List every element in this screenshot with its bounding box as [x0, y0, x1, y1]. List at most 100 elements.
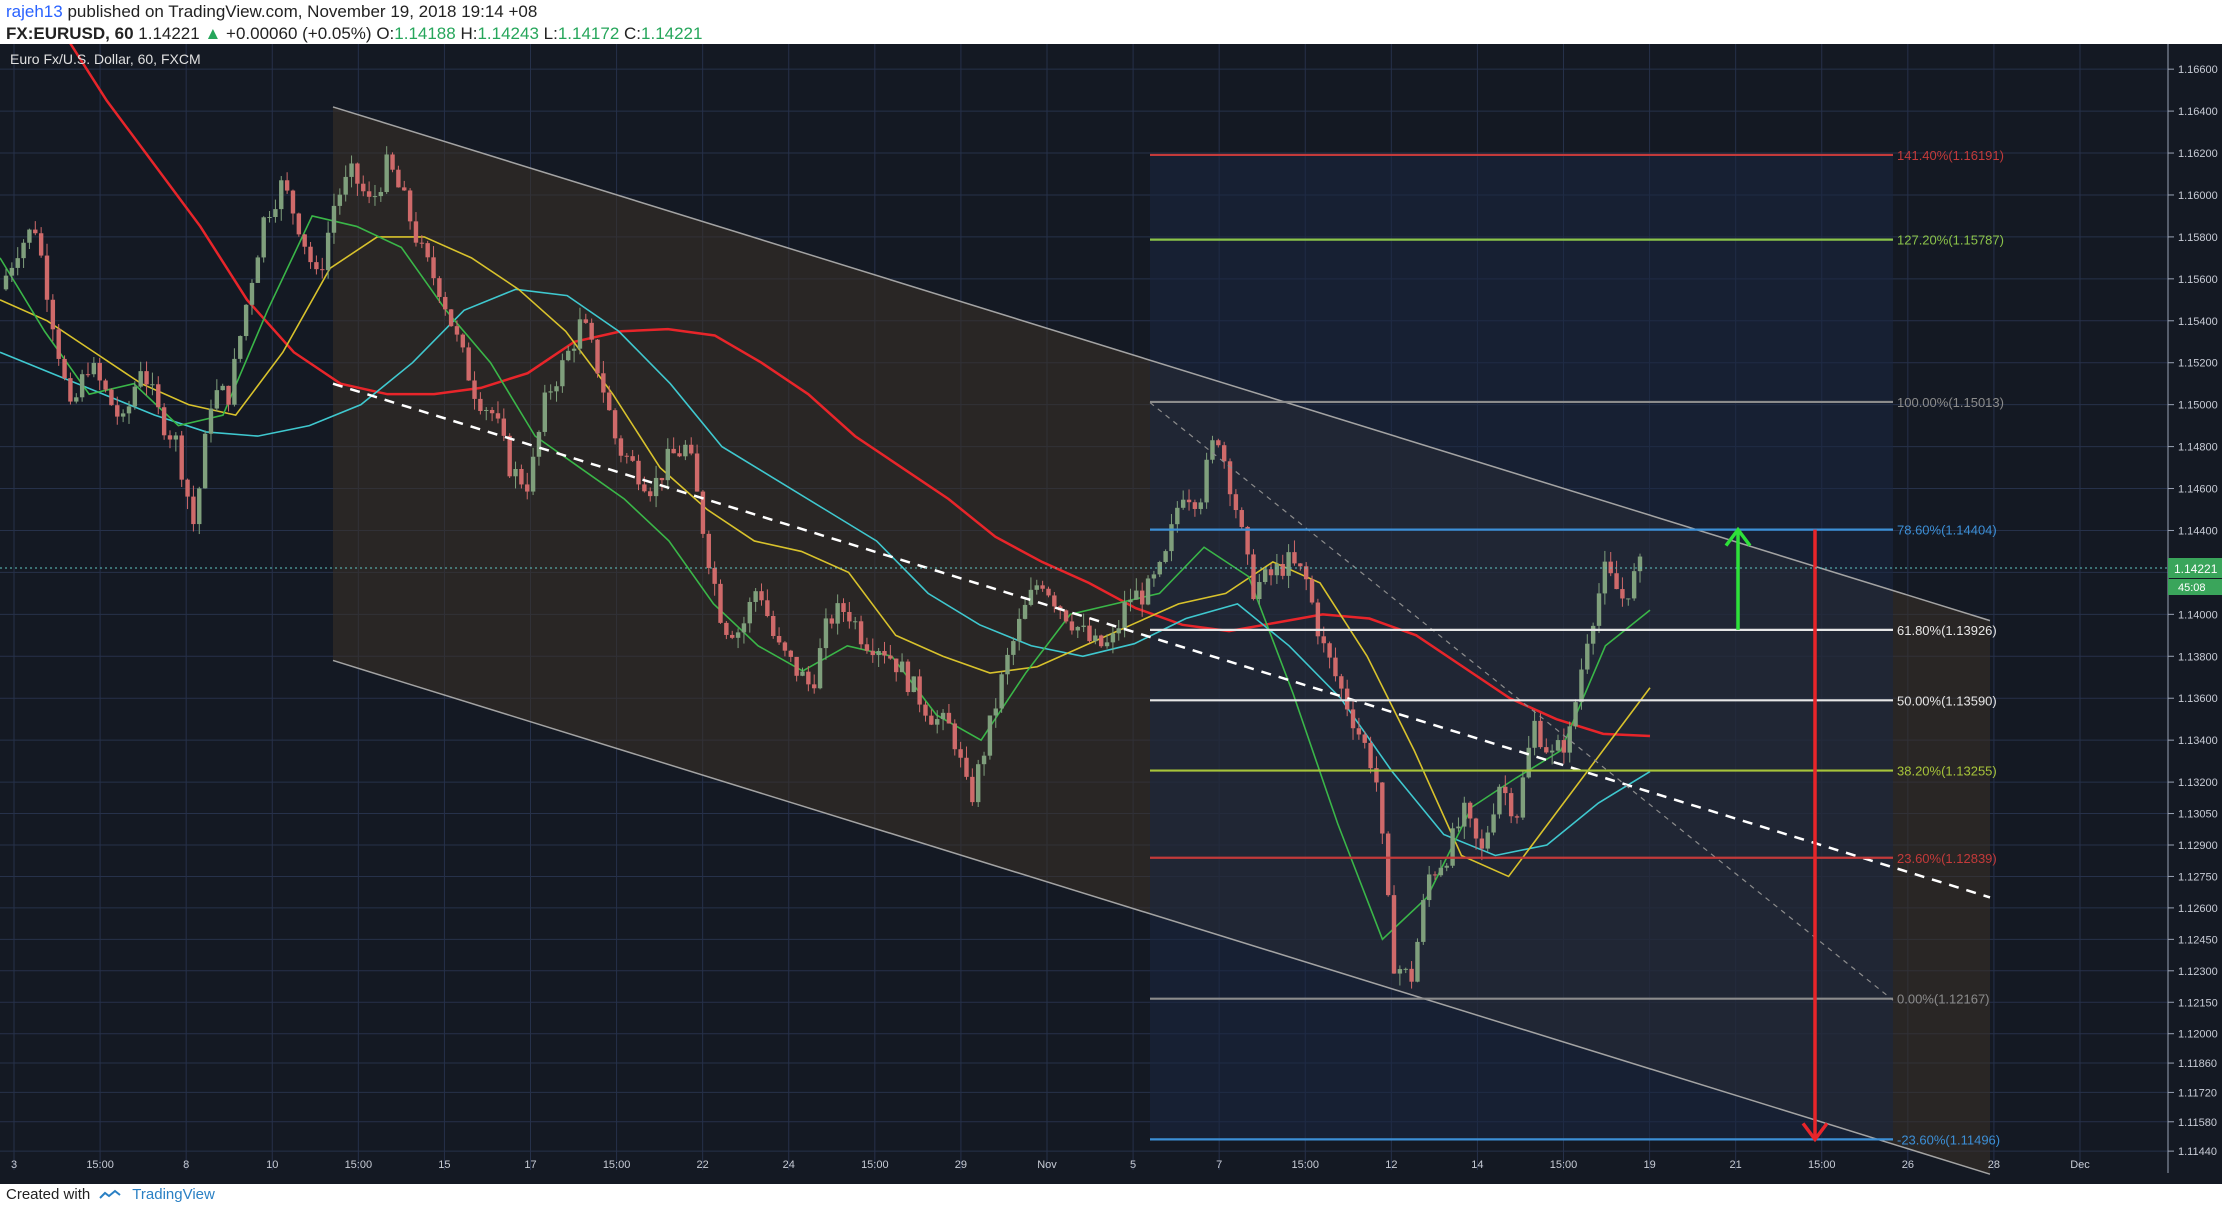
candle-body: [1028, 589, 1034, 605]
author-name[interactable]: rajeh13: [6, 2, 63, 21]
candle: [993, 698, 998, 728]
candle-body: [302, 234, 307, 247]
fib-level-label: 127.20%(1.15787): [1897, 233, 2004, 248]
candle-body: [1262, 569, 1268, 583]
countdown-tag: [2168, 578, 2222, 595]
candle-body: [1315, 602, 1321, 637]
candle: [788, 649, 793, 662]
candle-body: [232, 358, 237, 405]
channel-mid-dashed-line: [332, 382, 1991, 899]
candle-body: [109, 389, 114, 406]
candle: [226, 385, 231, 412]
candle-body: [349, 163, 354, 177]
candle: [1585, 634, 1590, 674]
candle-body: [595, 339, 600, 374]
candle: [202, 430, 208, 489]
candle-body: [220, 385, 225, 391]
candle: [1438, 859, 1444, 878]
candle-body: [554, 386, 559, 392]
candle: [355, 162, 360, 196]
candle-body: [952, 723, 957, 750]
candle-body: [1186, 499, 1192, 503]
candle-body: [448, 309, 454, 327]
candle-body: [337, 194, 343, 206]
candle: [296, 212, 302, 237]
candle-body: [1292, 552, 1297, 564]
candle: [62, 355, 67, 381]
candle: [894, 658, 899, 682]
candle: [823, 608, 829, 660]
candle: [1251, 549, 1256, 601]
candle: [1239, 507, 1244, 529]
candle-body: [361, 183, 366, 192]
candle-body: [15, 258, 20, 268]
open-label: O:: [376, 24, 395, 43]
candle: [343, 165, 348, 202]
fib-level-label: 78.60%(1.14404): [1897, 523, 1997, 538]
price-chart[interactable]: 141.40%(1.16191)127.20%(1.15787)100.00%(…: [0, 44, 2222, 1184]
candle-body: [355, 163, 360, 184]
candle: [513, 461, 518, 489]
symbol-label: FX:EURUSD, 60: [6, 24, 134, 43]
candle-body: [1251, 554, 1256, 600]
candle-body: [1104, 642, 1110, 647]
candle: [1063, 609, 1069, 624]
publish-header: rajeh13 published on TradingView.com, No…: [6, 2, 537, 22]
candle: [935, 710, 940, 734]
candle: [179, 430, 184, 488]
indicator-line: [0, 215, 1651, 941]
candle: [929, 709, 934, 726]
candle-body: [1175, 507, 1180, 525]
x-tick-label: 24: [783, 1159, 795, 1171]
candle: [519, 464, 524, 489]
candle: [706, 530, 711, 575]
candle-body: [179, 435, 184, 480]
candle-body: [817, 648, 823, 689]
channel-upper-line: [332, 106, 1991, 622]
y-tick-label: 1.15000: [2178, 400, 2218, 412]
candle-body: [1608, 561, 1613, 574]
candle: [536, 430, 542, 466]
candle-body: [700, 491, 706, 534]
candle: [1292, 540, 1297, 566]
up-arrow-icon: ▲: [204, 24, 222, 43]
candle: [1555, 734, 1561, 752]
candle-body: [624, 455, 630, 457]
candle: [1046, 586, 1051, 598]
candle-body: [800, 671, 805, 676]
candle: [630, 449, 635, 462]
candle-body: [249, 282, 255, 305]
candle-body: [1403, 968, 1408, 970]
candle: [1204, 452, 1209, 509]
candle-body: [788, 650, 793, 657]
candle: [800, 667, 805, 677]
candle-body: [987, 715, 993, 756]
candle: [150, 372, 155, 396]
candle-body: [712, 567, 717, 584]
candle-body: [314, 262, 319, 270]
candle-body: [507, 435, 512, 477]
candle: [390, 152, 395, 173]
candle-body: [3, 275, 9, 290]
x-tick-label: Nov: [1037, 1159, 1057, 1171]
candle-body: [478, 398, 483, 411]
fib-zone: [1150, 154, 1893, 1140]
current-price-text: 1.14221: [2174, 562, 2218, 576]
candle-body: [85, 374, 91, 376]
y-tick-label: 1.13800: [2178, 651, 2218, 663]
candle: [1450, 822, 1455, 868]
candle-body: [1081, 625, 1086, 627]
candle-body: [917, 676, 922, 705]
candle-body: [1438, 867, 1444, 876]
candle: [730, 630, 735, 640]
candle: [1596, 583, 1602, 634]
footer: Created with TradingView: [6, 1186, 215, 1203]
candle-body: [191, 496, 196, 525]
footer-brand[interactable]: TradingView: [132, 1186, 215, 1203]
candle-body: [161, 407, 167, 436]
candle-body: [501, 418, 507, 436]
candle-body: [1450, 828, 1455, 866]
candle: [284, 172, 290, 194]
candle-body: [1350, 709, 1356, 729]
candle-body: [823, 618, 829, 649]
